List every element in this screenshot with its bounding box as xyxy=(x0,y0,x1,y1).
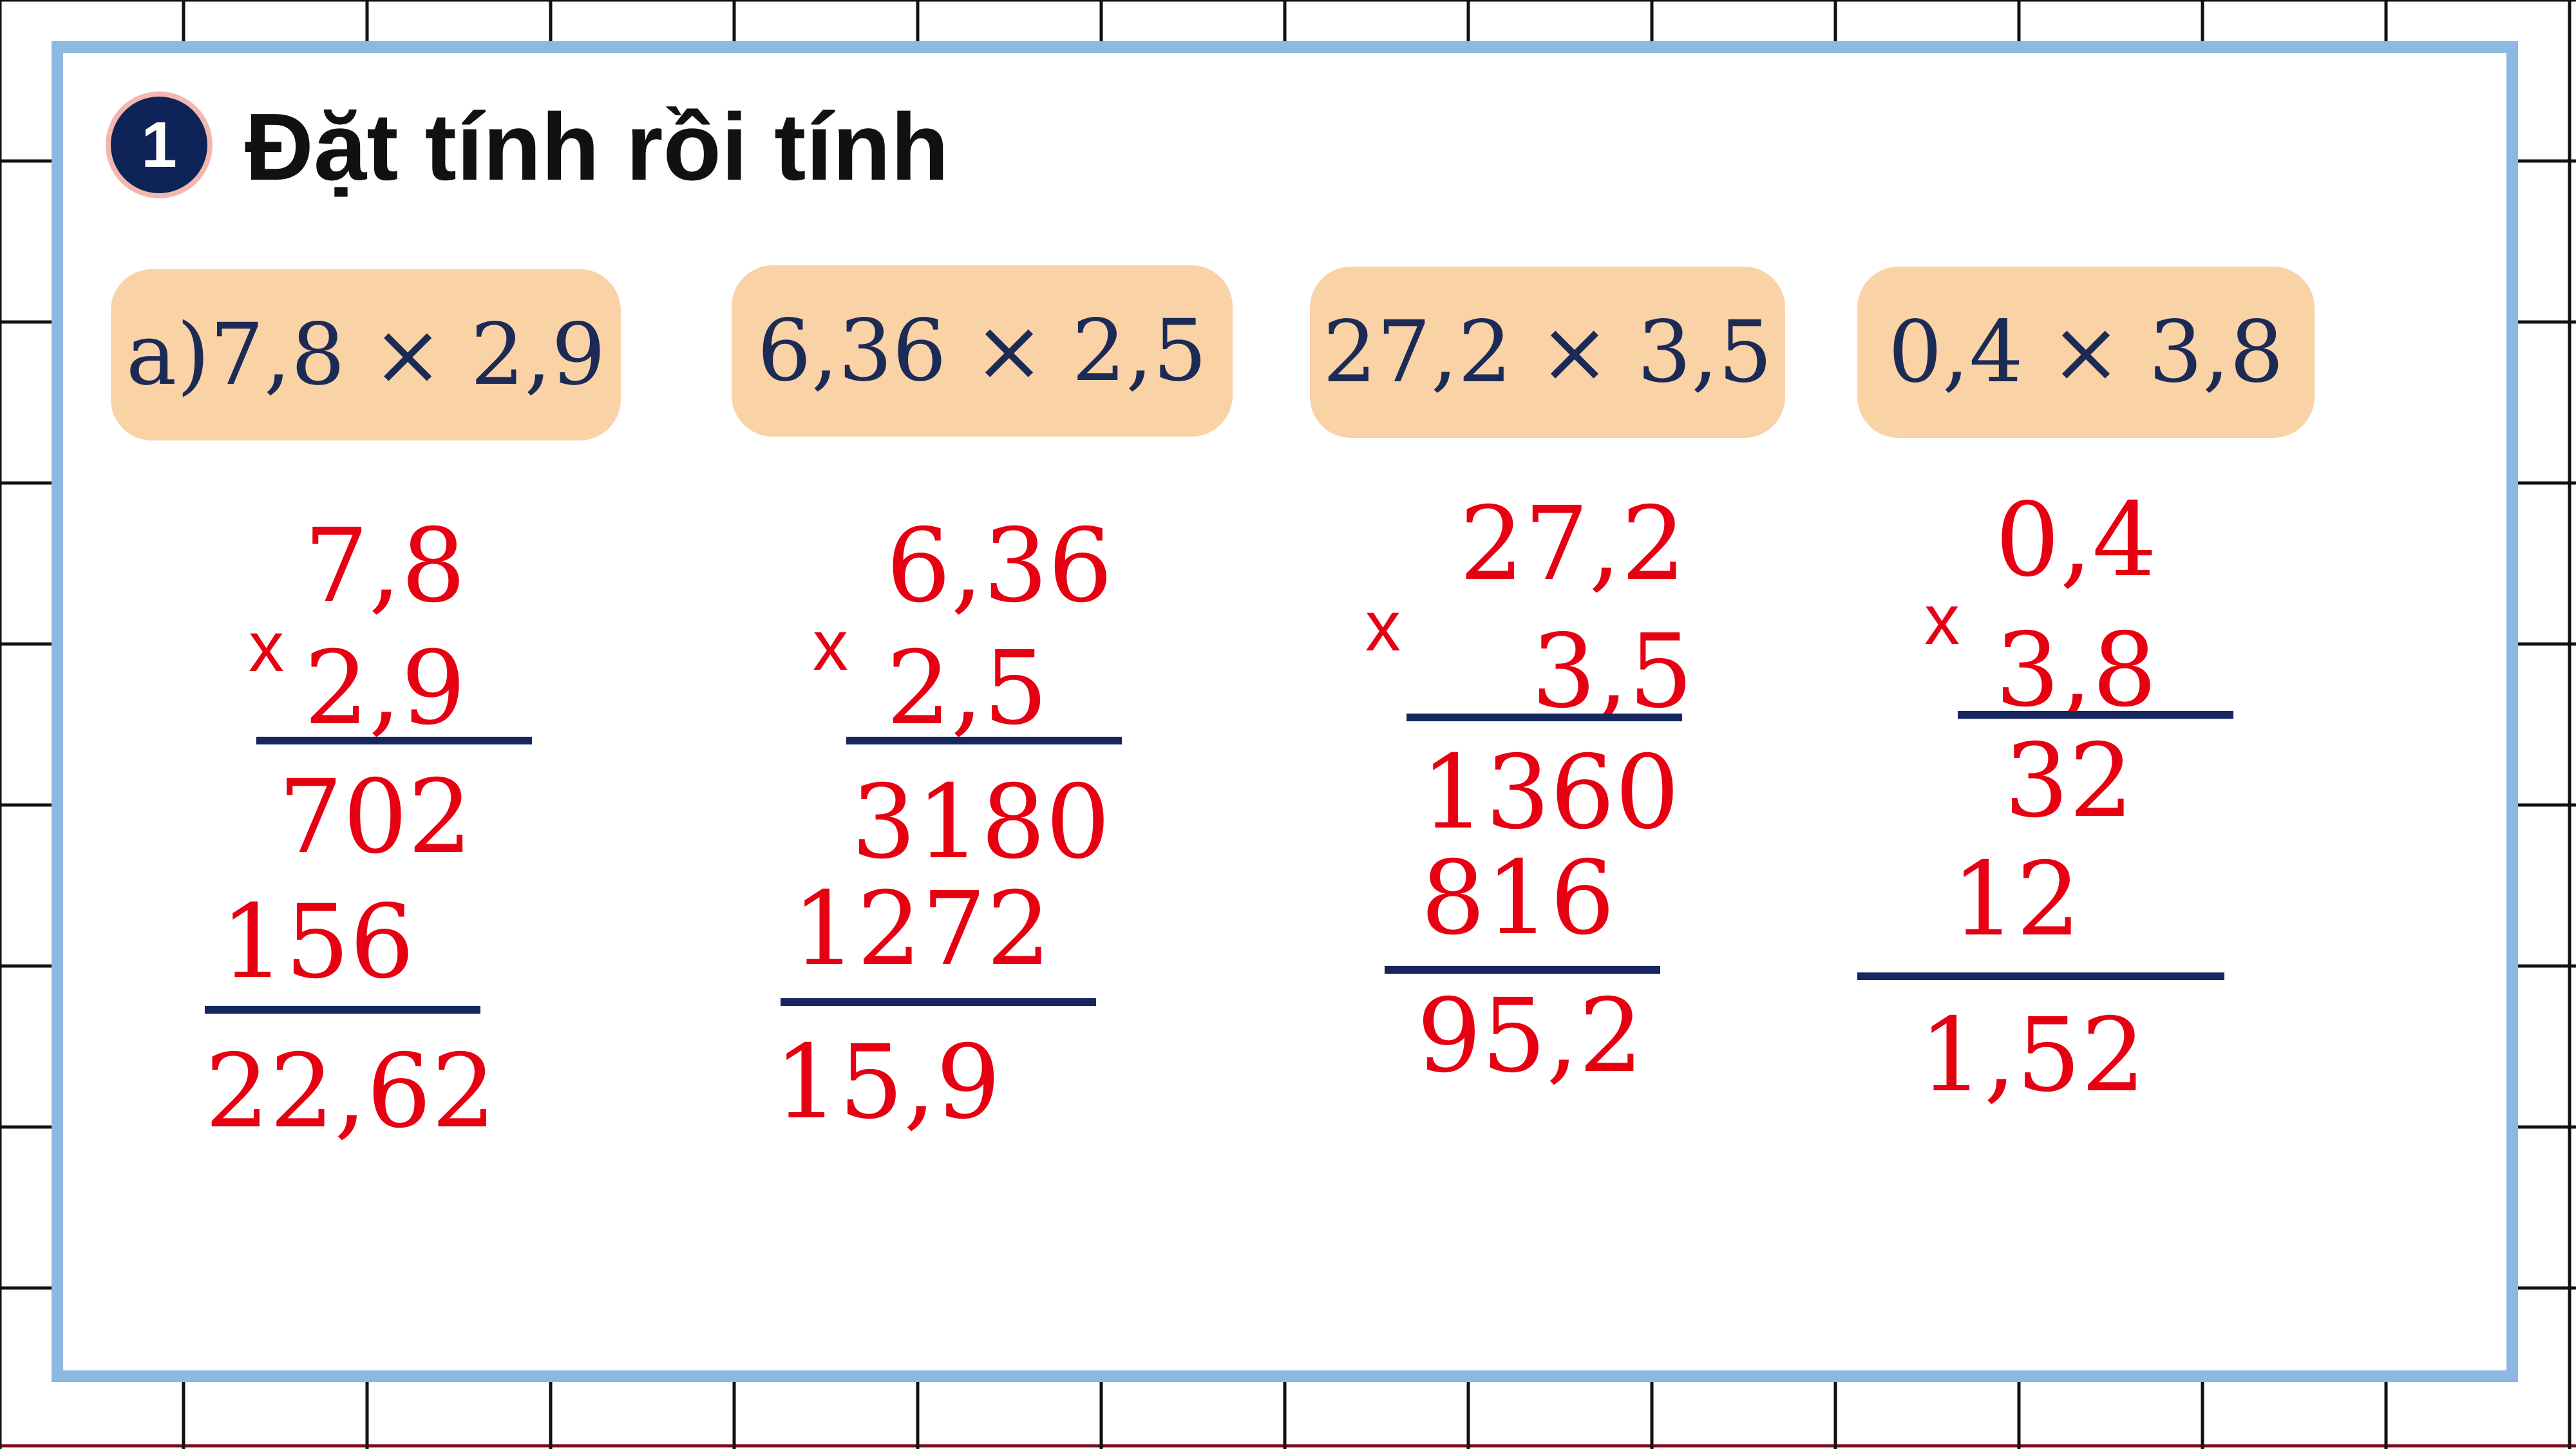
exercise-title: Đặt tính rồi tính xyxy=(245,94,949,200)
exercise-number-badge: 1 xyxy=(106,91,213,198)
problem-d-multiplier: 3,8 xyxy=(1995,611,2157,730)
problem-b-multiplier: 2,5 xyxy=(886,629,1048,748)
problem-c-partial-2: 816 xyxy=(1421,839,1615,958)
problem-d-partial-1: 32 xyxy=(2004,722,2134,840)
problem-c-multiplier: 3,5 xyxy=(1531,612,1694,731)
problem-b-product-line xyxy=(846,737,1122,744)
problem-c-expression: 27,2 × 3,5 xyxy=(1310,267,1785,438)
problem-a-product-line xyxy=(256,737,532,744)
problem-d-expression: 0,4 × 3,8 xyxy=(1857,267,2315,438)
problem-d-sum-line xyxy=(1857,972,2224,980)
problem-d-multiplicand: 0,4 xyxy=(1995,481,2157,600)
problem-b-multiplicand: 6,36 xyxy=(886,507,1113,625)
problem-a-partial-2: 156 xyxy=(220,883,415,1001)
problem-d-times-sign: x xyxy=(1924,580,1960,659)
problem-a-partial-1: 702 xyxy=(278,758,473,876)
problem-c-sum-line xyxy=(1385,966,1660,974)
problem-b-sum-line xyxy=(781,998,1096,1006)
problem-c-partial-1: 1360 xyxy=(1421,734,1680,852)
problem-b-partial-2: 1272 xyxy=(792,870,1052,989)
problem-b-result: 15,9 xyxy=(774,1023,1001,1142)
problem-a-times-sign: x xyxy=(249,607,284,687)
problem-b-times-sign: x xyxy=(813,606,848,685)
problem-c-multiplicand: 27,2 xyxy=(1459,485,1686,603)
problem-c-product-line xyxy=(1406,714,1682,721)
problem-a-multiplicand: 7,8 xyxy=(304,507,466,625)
problem-c-times-sign: x xyxy=(1365,587,1401,666)
problem-b-partial-1: 3180 xyxy=(851,763,1111,882)
problem-d-product-line xyxy=(1958,711,2233,719)
problem-d-result: 1,52 xyxy=(1919,996,2146,1115)
problem-a-sum-line xyxy=(205,1006,480,1014)
problem-d-partial-2: 12 xyxy=(1951,840,2081,959)
problem-a-multiplier: 2,9 xyxy=(304,629,466,748)
problem-a-expression: a)7,8 × 2,9 xyxy=(111,269,621,440)
problem-c-result: 95,2 xyxy=(1417,977,1643,1095)
problem-a-result: 22,62 xyxy=(205,1032,497,1151)
problem-b-expression: 6,36 × 2,5 xyxy=(732,265,1233,437)
